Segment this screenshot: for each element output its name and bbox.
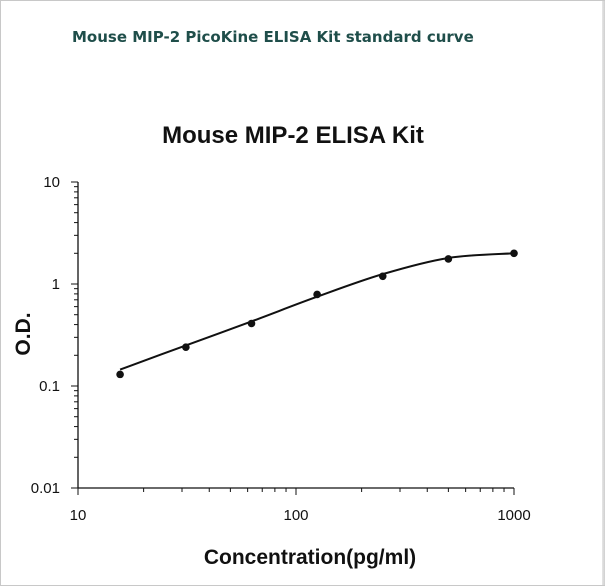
data-point	[444, 255, 453, 263]
data-points-layer	[116, 249, 518, 379]
y-tick-label: 1	[52, 276, 60, 293]
axes-layer	[71, 181, 515, 495]
data-point	[313, 290, 321, 299]
data-point	[116, 370, 124, 379]
x-axis-label: Concentration(pg/ml)	[204, 546, 416, 569]
data-point	[247, 319, 256, 328]
y-tick-label: 10	[43, 174, 60, 191]
data-point	[182, 343, 190, 352]
tick-labels-layer: 10 1 0.1 0.01 10 100 1000	[31, 174, 531, 524]
y-tick-label: 0.1	[39, 378, 60, 395]
figure-caption: Mouse MIP-2 PicoKine ELISA Kit standard …	[72, 28, 474, 46]
fit-curve-layer	[119, 252, 515, 371]
data-point	[510, 249, 518, 258]
y-tick-label: 0.01	[31, 480, 60, 497]
fit-curve-line	[119, 252, 515, 371]
x-tick-label: 1000	[497, 507, 530, 524]
data-point	[378, 272, 387, 281]
chart-title: Mouse MIP-2 ELISA Kit	[162, 122, 424, 149]
y-axis-label: O.D.	[12, 312, 35, 355]
x-tick-label: 10	[70, 507, 87, 524]
x-tick-label: 100	[283, 507, 308, 524]
